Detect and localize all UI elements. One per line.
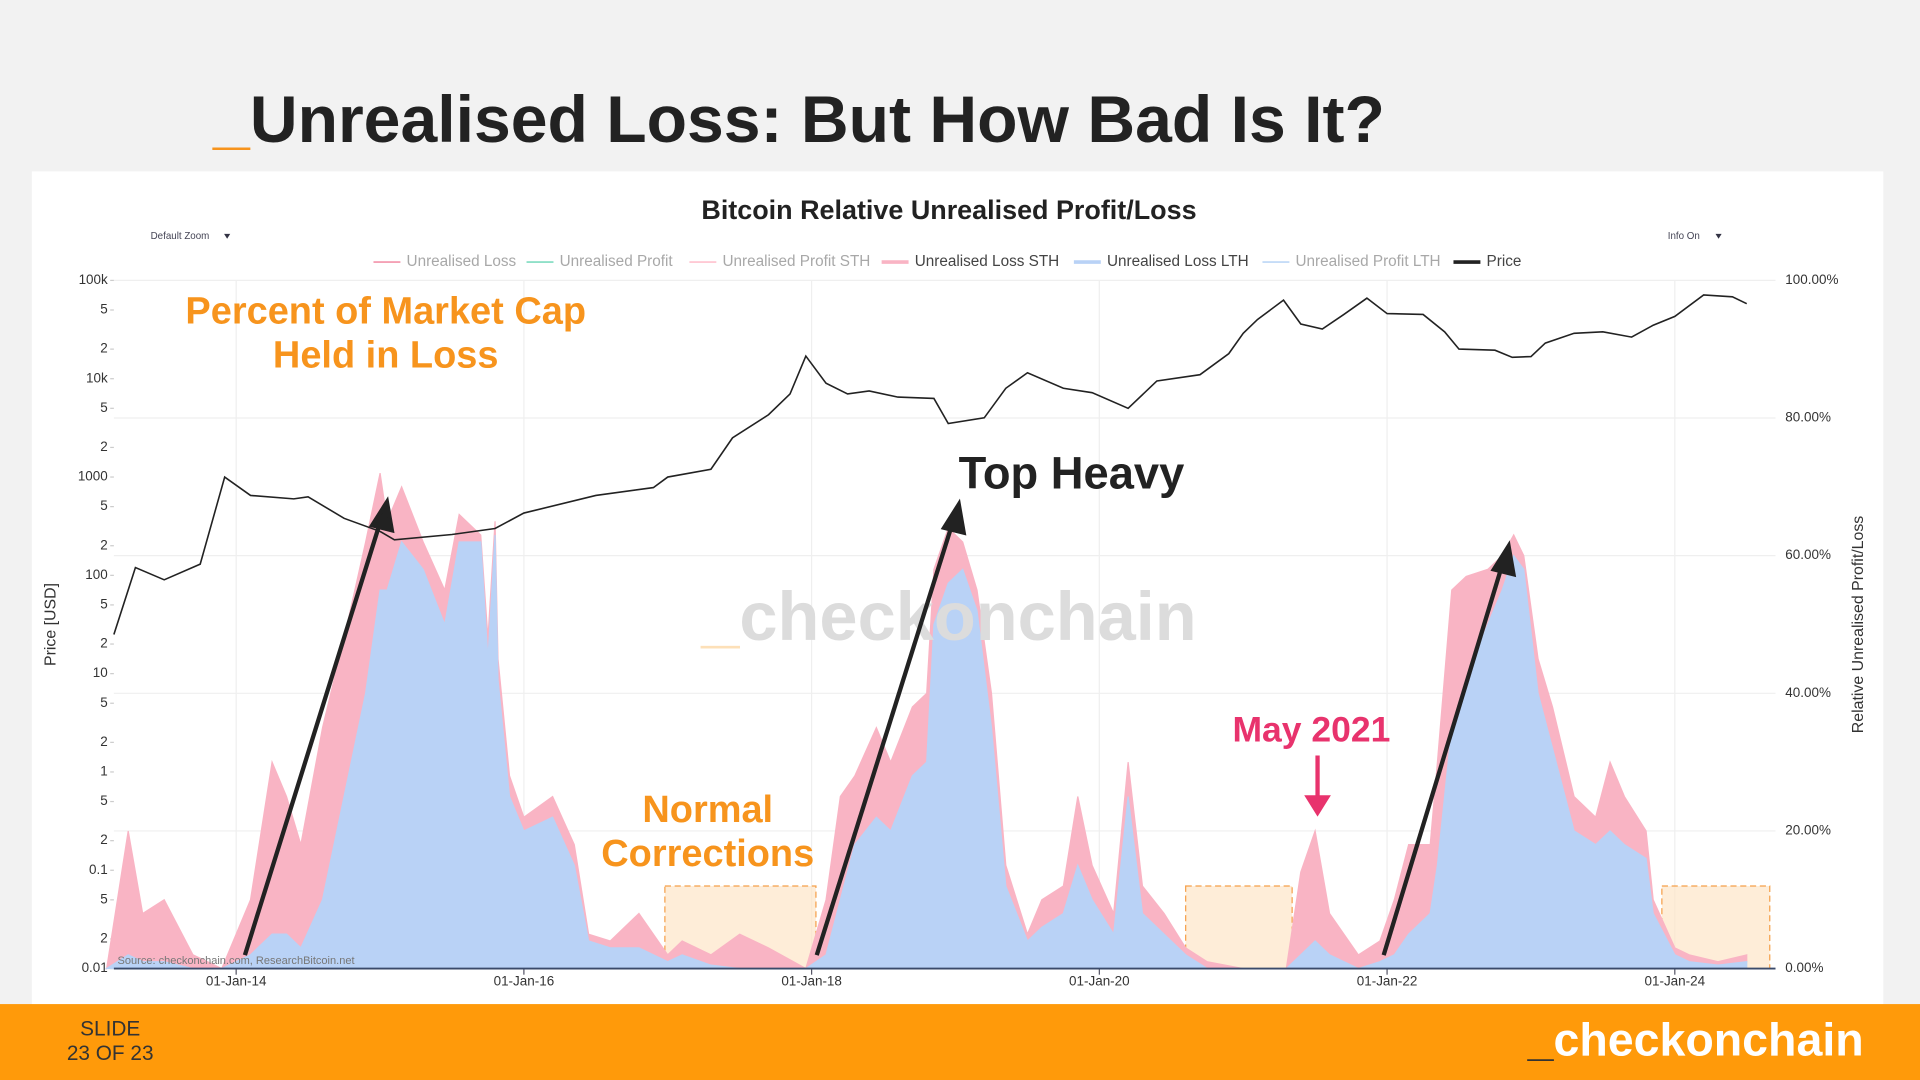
y-tick-label: 2	[100, 734, 107, 749]
annotation: Corrections	[601, 833, 814, 875]
watermark-mark: _	[700, 578, 740, 655]
arrow	[242, 523, 382, 956]
annotation: Top Heavy	[959, 447, 1185, 498]
y-tick-label: 5	[100, 400, 107, 415]
y-tick-label: 5	[100, 891, 107, 906]
y-tick-label: 2	[100, 636, 107, 651]
y-tick-label: 2	[100, 341, 107, 356]
arrow	[1381, 567, 1504, 956]
dropdown-icon[interactable]	[224, 233, 231, 239]
y-tick-label: 100k	[79, 272, 108, 287]
legend-label: Unrealised Loss LTH	[1107, 253, 1249, 270]
y-tick-label: 5	[100, 596, 107, 611]
watermark: _checkonchain	[700, 578, 1196, 655]
annotation: Percent of Market Cap	[185, 291, 586, 333]
x-tick-label: 01-Jan-22	[1357, 974, 1418, 989]
y-tick-label: 5	[100, 302, 107, 317]
y2-tick-label: 100.00%	[1785, 272, 1838, 287]
y-tick-label: 10	[93, 665, 108, 680]
legend-label: Unrealised Loss	[407, 253, 517, 270]
arrows	[242, 496, 1517, 956]
annotation: Held in Loss	[273, 335, 499, 377]
y-tick-label: 100	[85, 567, 107, 582]
title-text: Unrealised Loss: But How Bad Is It?	[250, 83, 1385, 157]
y-tick-label: 2	[100, 931, 107, 946]
y2-tick-label: 20.00%	[1785, 823, 1831, 838]
legend-label: Unrealised Profit LTH	[1296, 253, 1441, 270]
arrow-head	[940, 498, 967, 536]
arrow-head	[1304, 795, 1331, 817]
info-control[interactable]: Info On	[1668, 231, 1722, 242]
price-line	[113, 294, 1748, 635]
brand-text: checkonchain	[1553, 1014, 1863, 1066]
zoom-control[interactable]: Default Zoom	[151, 231, 231, 242]
y2-tick-label: 0.00%	[1785, 960, 1823, 975]
arrow-head	[1490, 540, 1517, 578]
x-tick-label: 01-Jan-14	[206, 974, 267, 989]
x-tick-label: 01-Jan-16	[494, 974, 555, 989]
y2-axis-label: Relative Unrealised Profit/Loss	[1850, 516, 1867, 734]
slide-number: 23 OF 23	[67, 1042, 154, 1065]
annotation: Normal	[642, 789, 773, 831]
y-tick-label: 5	[100, 498, 107, 513]
info-label[interactable]: Info On	[1668, 231, 1700, 242]
highlight-box	[1185, 885, 1293, 970]
slide-title: _Unrealised Loss: But How Bad Is It?	[212, 83, 1385, 157]
y-tick-label: 0.01	[82, 960, 108, 975]
y-tick-label: 5	[100, 793, 107, 808]
x-tick-label: 01-Jan-20	[1069, 974, 1130, 989]
x-tick-label: 01-Jan-18	[781, 974, 842, 989]
brand-mark: _	[1527, 1014, 1555, 1066]
y2-tick-label: 40.00%	[1785, 685, 1831, 700]
y-tick-label: 0.1	[89, 862, 108, 877]
y2-tick-label: 80.00%	[1785, 410, 1831, 425]
y-tick-label: 2	[100, 439, 107, 454]
plot: 01-Jan-14 01-Jan-16 01-Jan-18 01-Jan-20 01-J…	[78, 272, 1839, 989]
y-tick-label: 1	[100, 764, 107, 779]
y-axis-label: Price [USD]	[43, 583, 60, 666]
y-tick-label: 2	[100, 537, 107, 552]
legend-label: Unrealised Loss STH	[915, 253, 1060, 270]
legend-label: Unrealised Profit	[560, 253, 674, 270]
zoom-label[interactable]: Default Zoom	[151, 231, 210, 242]
title-mark: _	[212, 83, 251, 157]
source: Source: checkonchain.com, ResearchBitcoi…	[118, 955, 355, 967]
legend-label: Unrealised Profit STH	[722, 253, 870, 270]
watermark-text: checkonchain	[739, 578, 1196, 655]
footer	[0, 1004, 1920, 1080]
arrow-head	[368, 496, 395, 534]
annotation: May 2021	[1232, 710, 1390, 750]
y2-tick-label: 60.00%	[1785, 547, 1831, 562]
chart-title: Bitcoin Relative Unrealised Profit/Loss	[701, 195, 1196, 225]
y-tick-label: 5	[100, 695, 107, 710]
slide-label: SLIDE	[80, 1017, 140, 1040]
dropdown-icon[interactable]	[1715, 233, 1722, 239]
brand: _checkonchain	[1527, 1014, 1864, 1066]
y-tick-label: 1000	[78, 469, 108, 484]
y-tick-label: 2	[100, 832, 107, 847]
y-tick-label: 10k	[86, 370, 108, 385]
arrow	[814, 525, 954, 956]
legend-label: Price	[1487, 253, 1522, 270]
x-tick-label: 01-Jan-24	[1645, 974, 1706, 989]
